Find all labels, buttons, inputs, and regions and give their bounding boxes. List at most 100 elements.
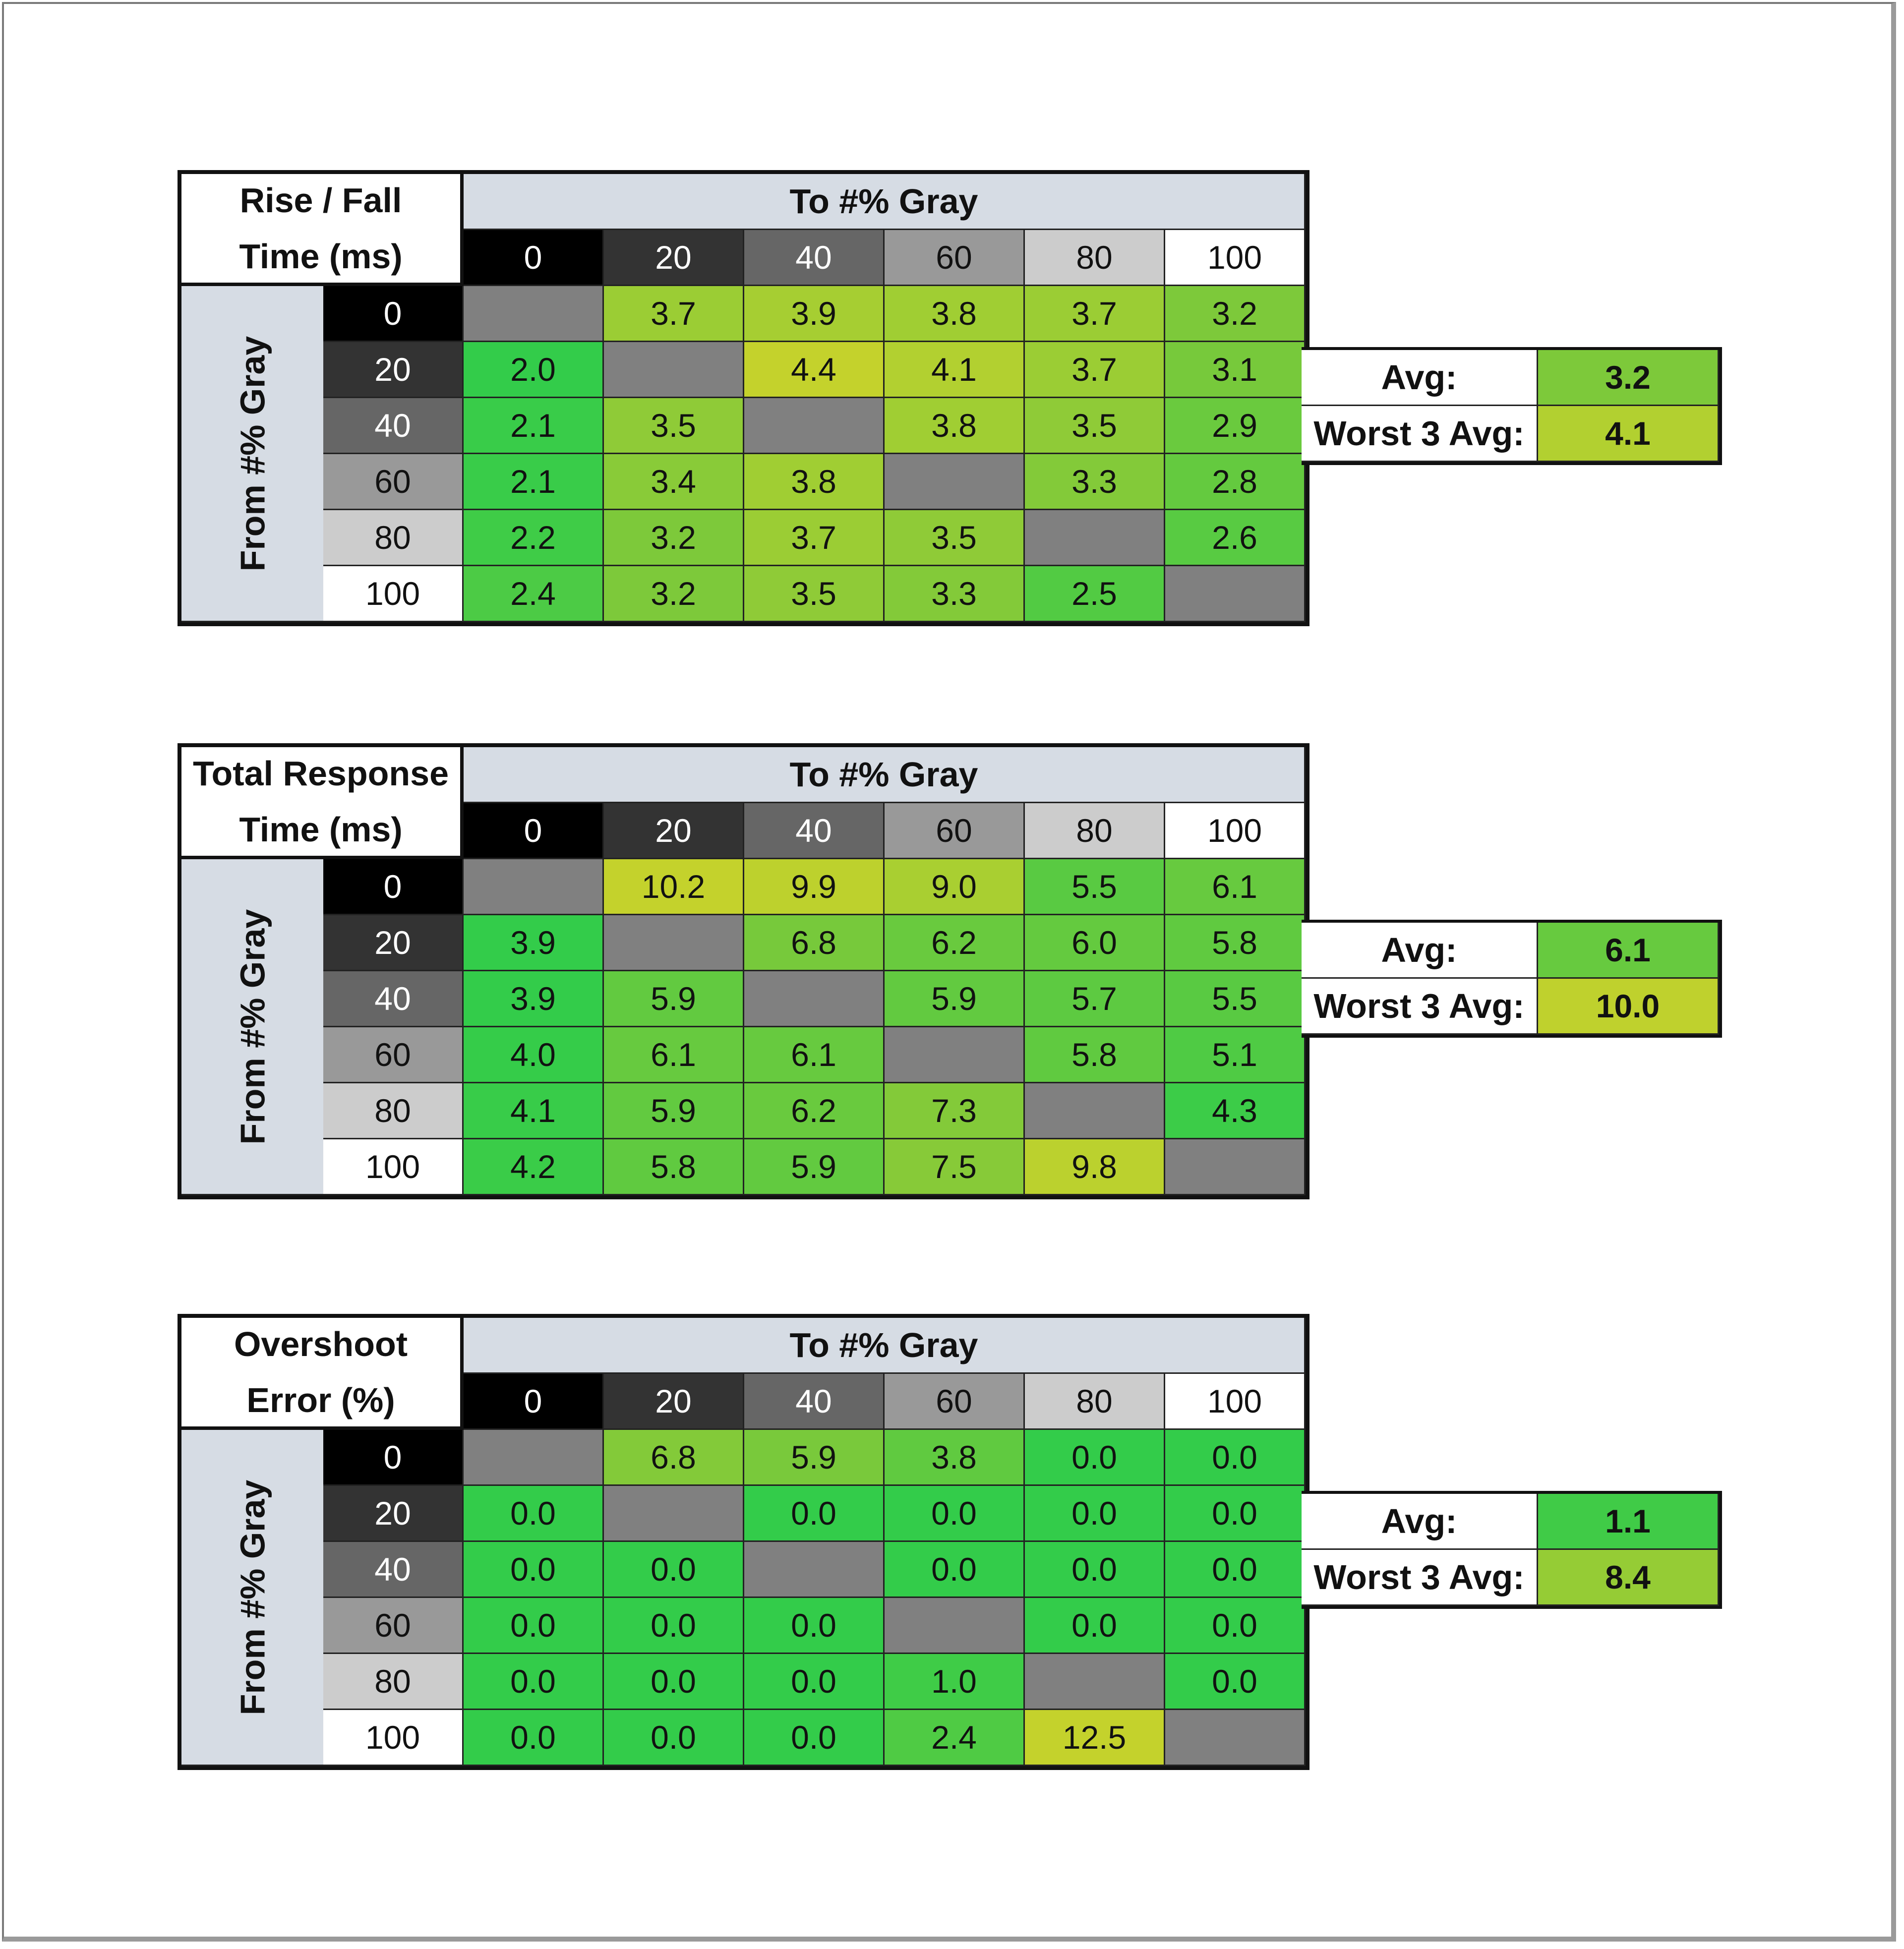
heatmap-cell: 5.7 (1025, 971, 1165, 1027)
heatmap-cell: 0.0 (604, 1598, 744, 1654)
heatmap-cell: 3.2 (604, 566, 744, 622)
heatmap-cell: 4.4 (744, 342, 885, 398)
worst3-avg-label: Worst 3 Avg: (1302, 979, 1538, 1035)
worst3-avg-label: Worst 3 Avg: (1302, 1550, 1538, 1606)
heatmap-cell: 0.0 (604, 1654, 744, 1710)
heatmap-cell: 0.0 (464, 1542, 604, 1598)
heatmap-cell: 3.8 (885, 286, 1025, 342)
column-header: 0 (464, 803, 604, 859)
heatmap-cell: 3.2 (604, 510, 744, 566)
heatmap-cell: 5.1 (1165, 1027, 1306, 1083)
heatmap-cell: 3.7 (1025, 342, 1165, 398)
row-header: 0 (323, 286, 464, 342)
heatmap-cell: 3.2 (1165, 286, 1306, 342)
row-header: 60 (323, 1027, 464, 1083)
row-header: 60 (323, 454, 464, 510)
heatmap-cell: 7.5 (885, 1139, 1025, 1195)
y-axis-label-text: From #% Gray (233, 909, 272, 1144)
row-header: 0 (323, 1430, 464, 1486)
heatmap-cell: 4.1 (464, 1083, 604, 1139)
row-header: 60 (323, 1598, 464, 1654)
row-header: 20 (323, 1486, 464, 1542)
row-header: 20 (323, 342, 464, 398)
column-header: 80 (1025, 1374, 1165, 1430)
heatmap-cell: 5.5 (1025, 859, 1165, 915)
diagonal-cell (885, 454, 1025, 510)
diagonal-cell (464, 859, 604, 915)
row-header: 100 (323, 566, 464, 622)
diagonal-cell (1165, 566, 1306, 622)
column-header: 40 (744, 230, 885, 286)
heatmap-cell: 9.0 (885, 859, 1025, 915)
heatmap-cell: 0.0 (1025, 1598, 1165, 1654)
summary-box: Avg: 3.2 Worst 3 Avg: 4.1 (1302, 347, 1722, 465)
heatmap-cell: 2.1 (464, 398, 604, 454)
heatmap-cell: 5.9 (604, 1083, 744, 1139)
x-axis-label: To #% Gray (464, 747, 1306, 803)
heatmap-cell: 9.9 (744, 859, 885, 915)
y-axis-label-text: From #% Gray (233, 336, 272, 571)
column-header: 0 (464, 1374, 604, 1430)
heatmap-cell: 0.0 (885, 1542, 1025, 1598)
heatmap-cell: 6.1 (604, 1027, 744, 1083)
heatmap-cell: 4.0 (464, 1027, 604, 1083)
column-header: 100 (1165, 1374, 1306, 1430)
heatmap-cell: 5.9 (744, 1139, 885, 1195)
avg-label: Avg: (1302, 923, 1538, 979)
heatmap-cell: 3.3 (885, 566, 1025, 622)
diagonal-cell (1025, 1654, 1165, 1710)
column-header: 60 (885, 1374, 1025, 1430)
heatmap-table: Overshoot Error (%) To #% Gray 0 20 40 60 80 100… (178, 1314, 1309, 1770)
heatmap-cell: 3.5 (744, 566, 885, 622)
heatmap-cell: 0.0 (1025, 1430, 1165, 1486)
table-title-line2: Error (%) (246, 1380, 395, 1419)
heatmap-cell: 0.0 (464, 1654, 604, 1710)
heatmap-cell: 10.2 (604, 859, 744, 915)
heatmap-cell: 6.8 (744, 915, 885, 971)
diagonal-cell (604, 342, 744, 398)
column-header: 40 (744, 1374, 885, 1430)
heatmap-cell: 6.0 (1025, 915, 1165, 971)
row-header: 80 (323, 510, 464, 566)
avg-label: Avg: (1302, 1494, 1538, 1550)
diagonal-cell (1165, 1139, 1306, 1195)
table-title-line1: Total Response (192, 754, 449, 793)
heatmap-cell: 2.8 (1165, 454, 1306, 510)
heatmap-cell: 3.5 (885, 510, 1025, 566)
heatmap-cell: 3.9 (464, 915, 604, 971)
column-header: 0 (464, 230, 604, 286)
column-header: 20 (604, 803, 744, 859)
column-header: 60 (885, 230, 1025, 286)
heatmap-cell: 3.7 (744, 510, 885, 566)
row-header: 80 (323, 1083, 464, 1139)
diagonal-cell (744, 971, 885, 1027)
y-axis-label: From #% Gray (181, 286, 323, 622)
row-header: 40 (323, 971, 464, 1027)
diagonal-cell (744, 1542, 885, 1598)
column-header: 100 (1165, 230, 1306, 286)
diagonal-cell (464, 286, 604, 342)
heatmap-cell: 2.5 (1025, 566, 1165, 622)
table-title-line2: Time (ms) (239, 236, 403, 276)
diagonal-cell (1165, 1710, 1306, 1766)
heatmap-cell: 0.0 (464, 1486, 604, 1542)
table-title-line2: Time (ms) (239, 810, 403, 849)
heatmap-cell: 2.6 (1165, 510, 1306, 566)
row-header: 20 (323, 915, 464, 971)
worst3-avg-value: 8.4 (1538, 1550, 1719, 1606)
heatmap-cell: 3.9 (464, 971, 604, 1027)
heatmap-cell: 0.0 (1165, 1486, 1306, 1542)
heatmap-cell: 3.8 (885, 1430, 1025, 1486)
heatmap-cell: 0.0 (885, 1486, 1025, 1542)
diagonal-cell (604, 915, 744, 971)
heatmap-table: Rise / Fall Time (ms) To #% Gray 0 20 40 60 80 1… (178, 170, 1309, 626)
avg-value: 6.1 (1538, 923, 1719, 979)
heatmap-cell: 0.0 (604, 1710, 744, 1766)
heatmap-cell: 0.0 (744, 1486, 885, 1542)
heatmap-cell: 2.2 (464, 510, 604, 566)
x-axis-label: To #% Gray (464, 1318, 1306, 1374)
heatmap-cell: 6.1 (744, 1027, 885, 1083)
column-header: 80 (1025, 803, 1165, 859)
summary-box: Avg: 6.1 Worst 3 Avg: 10.0 (1302, 920, 1722, 1038)
row-header: 80 (323, 1654, 464, 1710)
